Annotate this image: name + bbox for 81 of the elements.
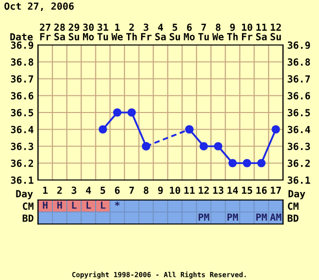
- y-tick-label: 36.8: [11, 58, 34, 66]
- y-tick-label: 36.6: [11, 92, 34, 100]
- y-tick-label: 36.2: [11, 160, 34, 167]
- text: *: [114, 201, 120, 206]
- x-tick-label: 3 Fr: [141, 24, 152, 40]
- x-tick-label: 30 Mo: [82, 24, 94, 40]
- y-tick-label: BD: [22, 214, 34, 222]
- text: L: [86, 202, 91, 209]
- x-tick-label: 11 Sa: [256, 24, 267, 40]
- point: [242, 158, 252, 168]
- x-axis-title: Day: [16, 190, 33, 200]
- text: H: [42, 202, 48, 209]
- x-tick-label: 1 We: [111, 24, 123, 40]
- x-tick-label: 12: [198, 186, 209, 194]
- point: [214, 142, 222, 150]
- y2-tick-label: 36.1: [288, 176, 310, 184]
- x-tick-label: 9 Th: [227, 24, 238, 40]
- y2-tick-label: 36.6: [288, 92, 310, 100]
- y2-tick-label: 36.9: [288, 41, 310, 49]
- point: [272, 125, 280, 134]
- text: PM: [198, 214, 210, 221]
- y-tick-label: 36.5: [11, 108, 34, 116]
- x-tick-label: 16: [256, 186, 267, 194]
- text: L: [72, 202, 77, 209]
- point: [185, 125, 194, 134]
- x-tick-label: 1: [43, 186, 48, 194]
- x-tick-label: 28 Sa: [54, 24, 65, 40]
- y2-tick-label: 36.4: [288, 126, 310, 134]
- y-tick-label: 36.7: [11, 75, 34, 83]
- x-tick-label: 15: [242, 186, 252, 194]
- x-tick-label: 12 Su: [270, 24, 281, 40]
- point: [98, 125, 108, 134]
- x-tick-label: 17: [270, 186, 281, 194]
- text: Day: [288, 190, 306, 200]
- text: PM: [256, 214, 267, 221]
- text: PM: [227, 214, 238, 221]
- x-tick-label: 8: [144, 186, 148, 194]
- x-tick-label: 13: [213, 186, 224, 194]
- y2-tick-label: 36.8: [288, 58, 310, 66]
- point: [128, 108, 136, 117]
- text: L: [100, 202, 106, 209]
- point: [200, 142, 208, 150]
- x-tick-label: 4: [86, 186, 91, 194]
- x-tick-label: 6: [114, 186, 120, 194]
- y2-tick-label: 36.2: [288, 160, 310, 167]
- chart-title: Oct 27, 2006: [4, 2, 74, 12]
- x-tick-label: 5 Su: [170, 24, 180, 40]
- x-tick-label: 6 Mo: [184, 24, 195, 40]
- text: H: [57, 202, 62, 209]
- x-tick-label: 31 Tu: [97, 24, 108, 40]
- text: AM: [270, 214, 282, 221]
- y2-tick-label: 36.3: [288, 142, 310, 150]
- point: [113, 108, 122, 117]
- x-tick-label: 3: [72, 186, 76, 194]
- x-tick-label: 9: [158, 186, 163, 194]
- y-tick-label: 36.9: [11, 41, 34, 49]
- y-tick-label: 36.1: [11, 176, 34, 184]
- x-tick-label: 29 Su: [68, 24, 80, 40]
- y2-tick-label: 36.7: [288, 75, 310, 83]
- x-tick-label: 10: [170, 186, 180, 194]
- y2-tick-label: BD: [288, 214, 298, 222]
- x-tick-label: 8 We: [212, 24, 224, 40]
- y-tick-label: 36.3: [11, 142, 34, 150]
- x-tick-label: 14: [228, 186, 238, 194]
- x-tick-label: 2 Th: [126, 24, 137, 40]
- x-tick-label: 4 Sa: [155, 24, 166, 40]
- point: [257, 158, 266, 168]
- point: [228, 158, 237, 168]
- x-tick-label: 10 Fr: [242, 24, 252, 40]
- x-tick-label: 27 Fr: [40, 24, 51, 40]
- x-tick-label: 5: [100, 186, 106, 194]
- point: [142, 142, 150, 150]
- y-tick-label: CM: [22, 202, 34, 210]
- y2-tick-label: CM: [288, 202, 298, 210]
- y-tick-label: 36.4: [11, 126, 34, 134]
- x-tick-label: 2: [57, 186, 62, 194]
- x-tick-label: 7 Tu: [198, 24, 209, 40]
- y2-tick-label: 36.5: [288, 108, 310, 116]
- x-tick-label: 11: [184, 186, 195, 194]
- x-axis-title: Date: [10, 33, 33, 40]
- x-tick-label: 7: [129, 186, 134, 194]
